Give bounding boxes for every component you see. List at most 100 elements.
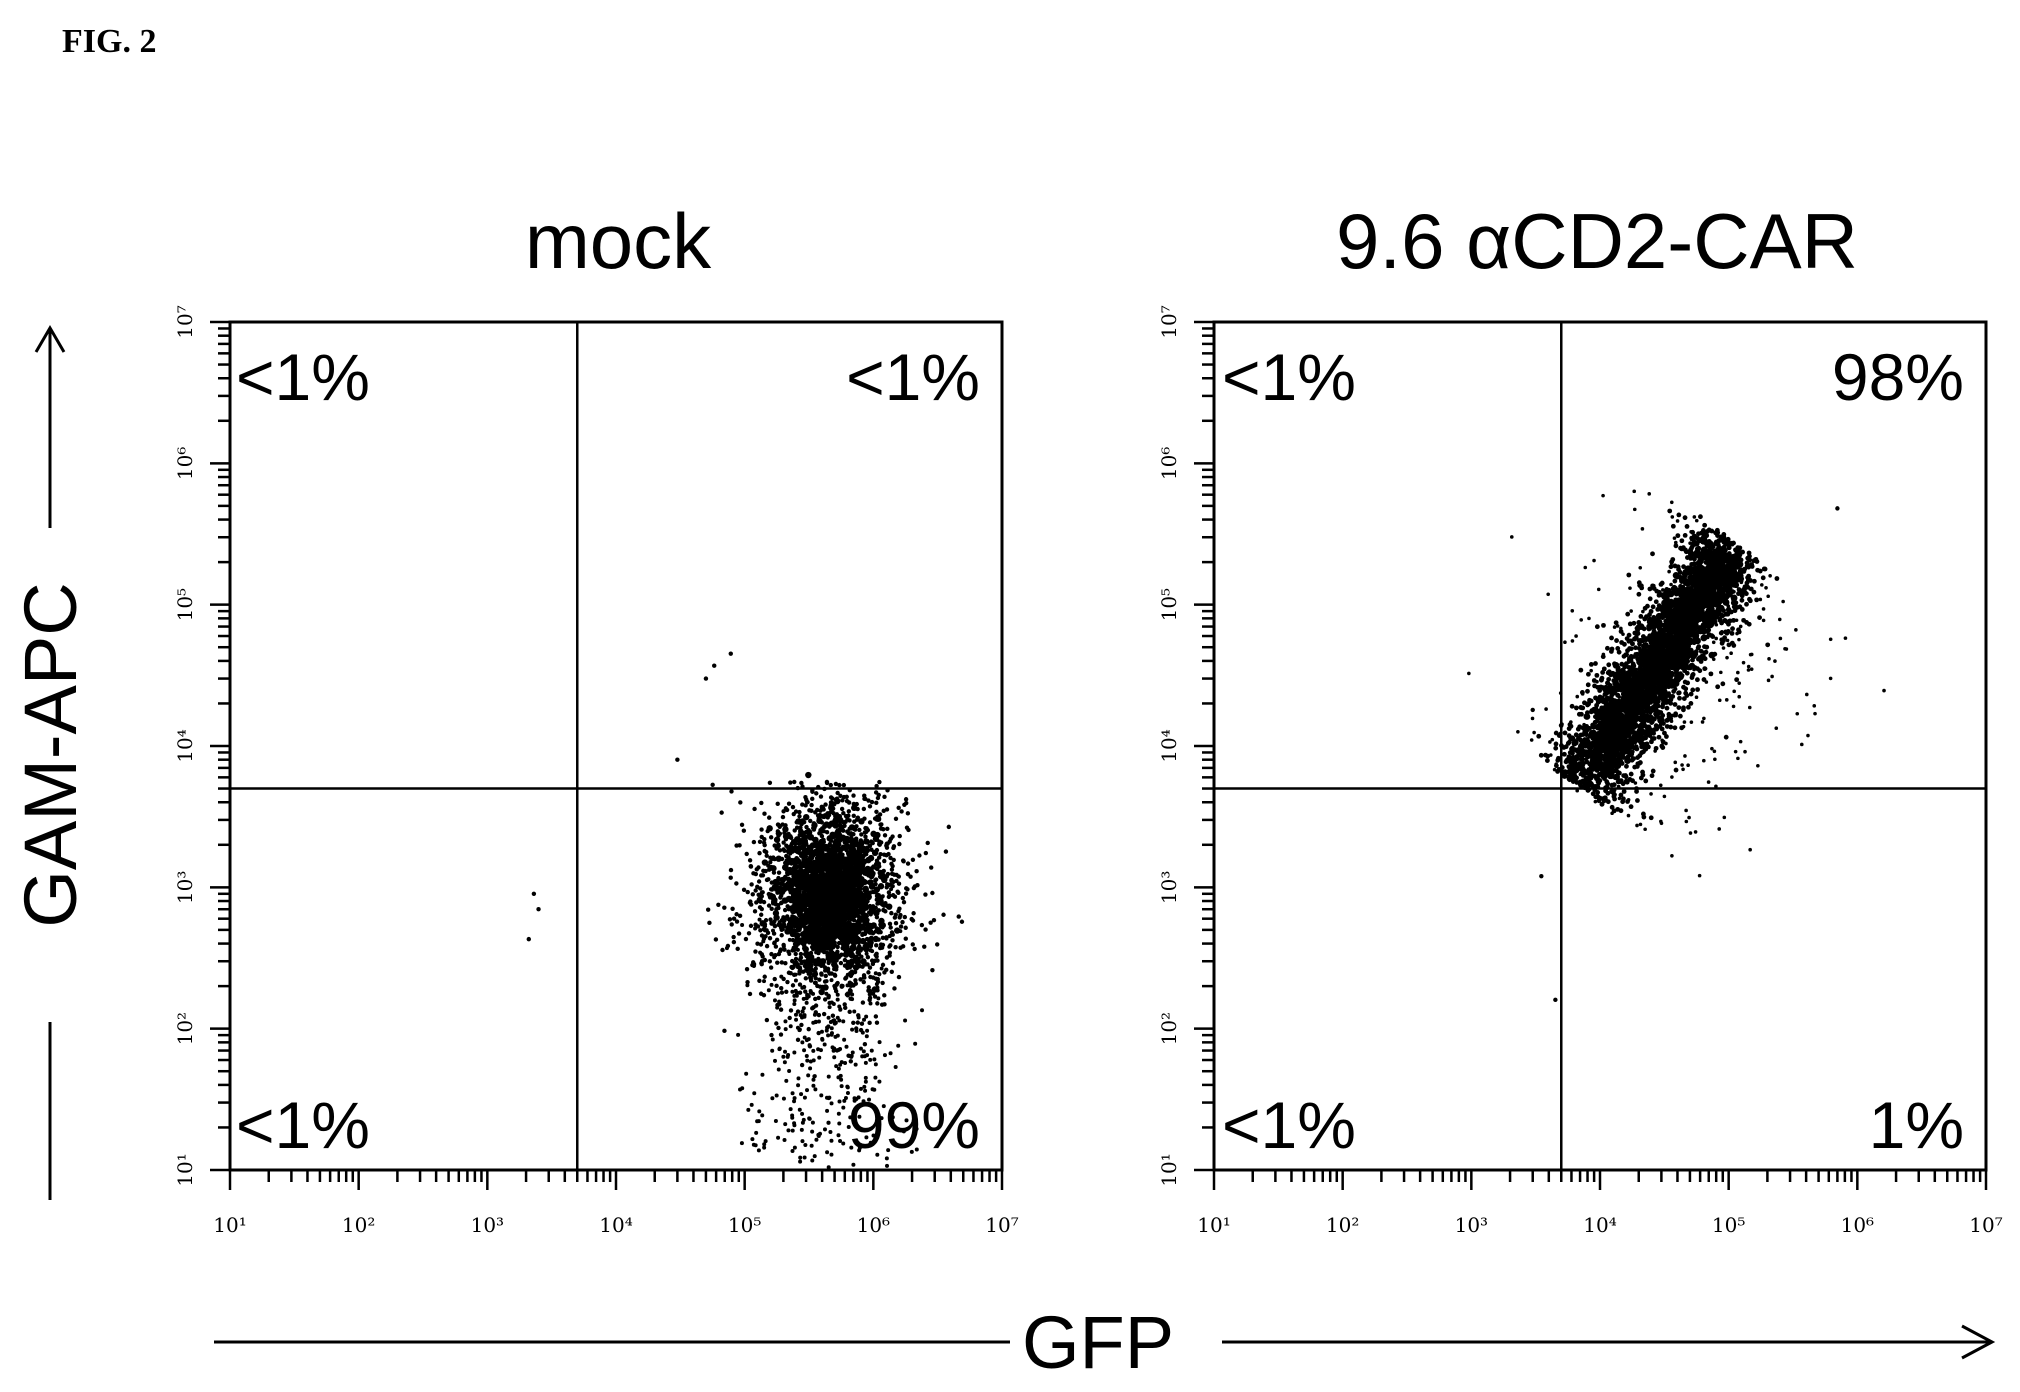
scatter-dot [799,780,804,786]
scatter-dot [837,1004,842,1009]
scatter-dot [804,1053,809,1058]
scatter-dot [757,839,763,844]
scatter-dot [793,1012,798,1017]
scatter-dot [784,843,789,848]
scatter-dot [913,1041,918,1046]
quadrant-gate-lines-mock [230,322,1002,1170]
scatter-dot [1573,705,1579,711]
scatter-dot [816,1030,821,1036]
scatter-dot [1650,551,1655,557]
scatter-dot [801,959,806,964]
scatter-dot [783,1049,788,1054]
scatter-dot [842,1098,847,1103]
scatter-dot [833,1034,838,1039]
scatter-dot [851,793,856,798]
scatter-dot [734,881,739,886]
scatter-dot [874,982,879,987]
scatter-dot [1667,508,1673,514]
scatter-dot [777,831,783,836]
scatter-dot [893,944,898,950]
scatter-dot [859,954,864,959]
scatter-dot [531,891,537,897]
scatter-dot [923,892,928,897]
scatter-dot [826,1074,831,1079]
scatter-dot [867,988,873,994]
scatter-dot [848,958,856,965]
scatter-dot [873,865,879,871]
scatter-dot [815,983,820,989]
scatter-dot [812,1074,817,1079]
scatter-dot [889,910,894,916]
scatter-dot [798,937,806,944]
scatter-dot [781,864,789,871]
scatter-dot [819,903,824,908]
scatter-dot [835,955,840,960]
scatter-dot [885,871,891,877]
scatter-dot [766,877,771,882]
scatter-dot [760,890,765,895]
scatter-dot [829,1138,834,1143]
scatter-dot [1695,666,1700,672]
scatter-dot [776,875,781,881]
scatter-dot [821,961,826,966]
scatter-dot [905,861,911,866]
scatter-dot [759,834,764,840]
scatter-dot [845,991,850,996]
scatter-dot [739,822,745,828]
scatter-dot [943,849,949,854]
scatter-dot [843,908,848,913]
scatter-dot [825,815,830,820]
scatter-dot [777,920,782,925]
scatter-dot [744,966,750,972]
scatter-dot [1688,691,1694,697]
scatter-dot [840,798,845,803]
scatter-dot [864,1014,869,1019]
scatter-dot [818,808,823,813]
scatter-dot [896,874,901,879]
scatter-dot [769,906,774,912]
y-tick-label: 10⁵ [173,588,197,621]
scatter-dot [799,1092,804,1097]
scatter-dot [810,909,815,914]
scatter-dot [850,931,855,936]
scatter-dot [752,806,757,812]
scatter-dot [799,1062,805,1068]
scatter-dot [844,964,849,969]
scatter-dot [790,804,796,810]
scatter-dot [882,858,887,864]
scatter-dot [956,914,961,919]
scatter-dot [826,1165,831,1170]
scatter-dot [928,920,933,925]
scatter-dot [841,1019,846,1024]
scatter-dot [782,1060,787,1065]
scatter-dot [888,925,893,930]
scatter-dot [781,840,786,845]
scatter-dot [863,825,868,831]
scatter-dot [753,1143,758,1148]
scatter-dot [896,974,902,980]
scatter-dot [1727,618,1733,624]
scatter-dot [748,902,754,907]
scatter-dot [1677,695,1682,701]
scatter-dot [856,885,863,892]
scatter-dot [836,932,841,937]
scatter-dot [829,956,836,964]
scatter-dot [834,814,841,821]
scatter-dot [829,913,834,918]
scatter-dot [1627,646,1632,651]
scatter-dot [872,935,880,943]
scatter-dot [839,806,845,812]
scatter-dot [839,906,844,911]
plot-frame-mock [228,320,1004,1172]
scatter-dot [758,928,763,933]
scatter-dot [863,945,870,953]
scatter-dot [809,1143,814,1148]
scatter-dot [829,1101,834,1106]
scatter-dot [764,853,769,858]
scatter-dot [911,885,917,891]
scatter-dot [846,891,851,896]
scatter-dot [1612,796,1617,802]
scatter-dot [731,916,737,921]
scatter-dot [858,838,864,843]
scatter-dot [1595,790,1601,795]
